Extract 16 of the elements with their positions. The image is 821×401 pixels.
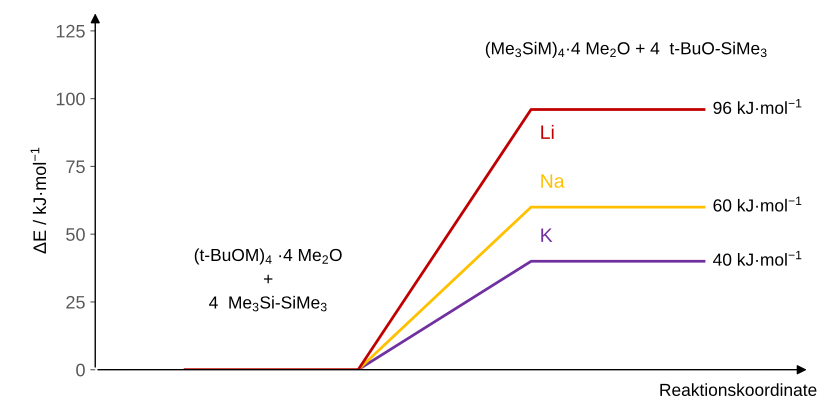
- y-axis-title: ΔE / kJ·mol$^{−1}$: [30, 148, 46, 254]
- y-tick-label: 100: [56, 92, 85, 106]
- data-label: 96 kJ·mol$^{−1}$: [713, 99, 802, 114]
- data-label: 60 kJ·mol$^{−1}$: [714, 196, 802, 212]
- y-tick-label: 75: [66, 160, 85, 174]
- y-tick-label: 50: [66, 228, 85, 241]
- series-label: Na: [541, 174, 565, 188]
- y-tick-label: 0: [76, 364, 85, 376]
- x-axis-title: Reaktionskoordinate: [660, 383, 816, 396]
- y-tick-label: 25: [66, 296, 85, 309]
- data-label: 40 kJ·mol$^{−1}$: [713, 250, 802, 266]
- y-tick-label: 125: [56, 24, 85, 38]
- series-label: K: [541, 228, 552, 242]
- text: (t-BuOM)$_{4}$ ·4 Me$_{2}$O + 4 Me$_{3}$Si-SiMe$_{3}$: [194, 248, 342, 312]
- annotation: (Me$_{3}$SiM)$_{4}$·4 Me$_{2}$O + 4 t-BuO-SiMe$_{3}$: [486, 42, 767, 58]
- series-label: Li: [541, 124, 554, 139]
